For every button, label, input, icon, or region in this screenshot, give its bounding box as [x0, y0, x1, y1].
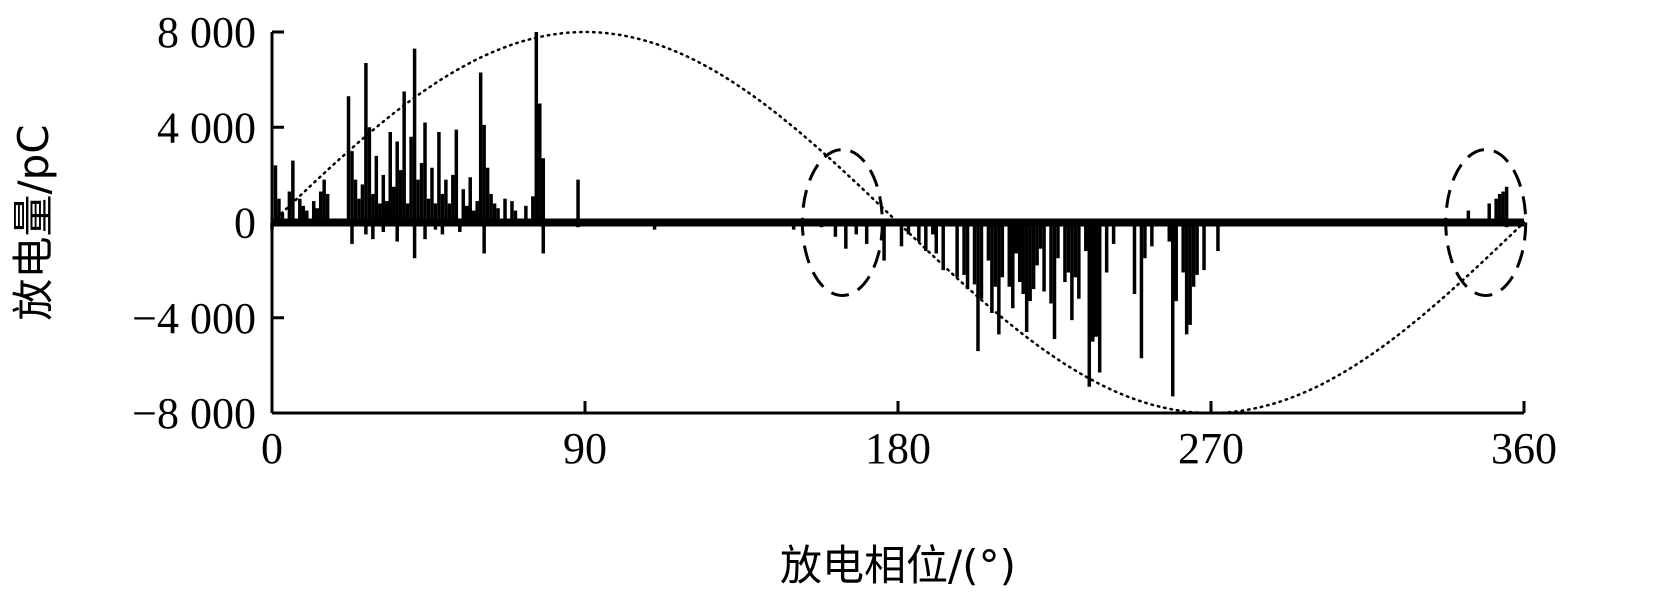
y-tick-label: 4 000 [157, 103, 256, 152]
x-tick-label: 90 [563, 424, 607, 473]
discharge-band [272, 218, 1524, 227]
highlight-ellipse [1444, 148, 1528, 297]
x-tick-label: 270 [1178, 424, 1244, 473]
highlight-regions [800, 148, 1528, 297]
y-ticks: 8 000 4 000 0 −4 000 −8 000 [132, 8, 284, 438]
y-axis-title: 放电量/pC [9, 124, 58, 320]
y-tick-label: −4 000 [132, 294, 256, 343]
x-ticks: 0 90 180 270 360 [261, 401, 1557, 473]
voltage-reference-curve [270, 30, 1526, 415]
highlight-ellipse [800, 148, 884, 297]
y-tick-label: 8 000 [157, 8, 256, 57]
y-tick-label: 0 [234, 199, 256, 248]
x-axis-title: 放电相位/(°) [780, 541, 1016, 590]
x-tick-label: 180 [865, 424, 931, 473]
y-tick-label: −8 000 [132, 389, 256, 438]
x-tick-label: 0 [261, 424, 283, 473]
negative-discharge-bars [270, 222, 1509, 397]
positive-discharge-bars [273, 32, 1509, 223]
x-tick-label: 360 [1491, 424, 1557, 473]
